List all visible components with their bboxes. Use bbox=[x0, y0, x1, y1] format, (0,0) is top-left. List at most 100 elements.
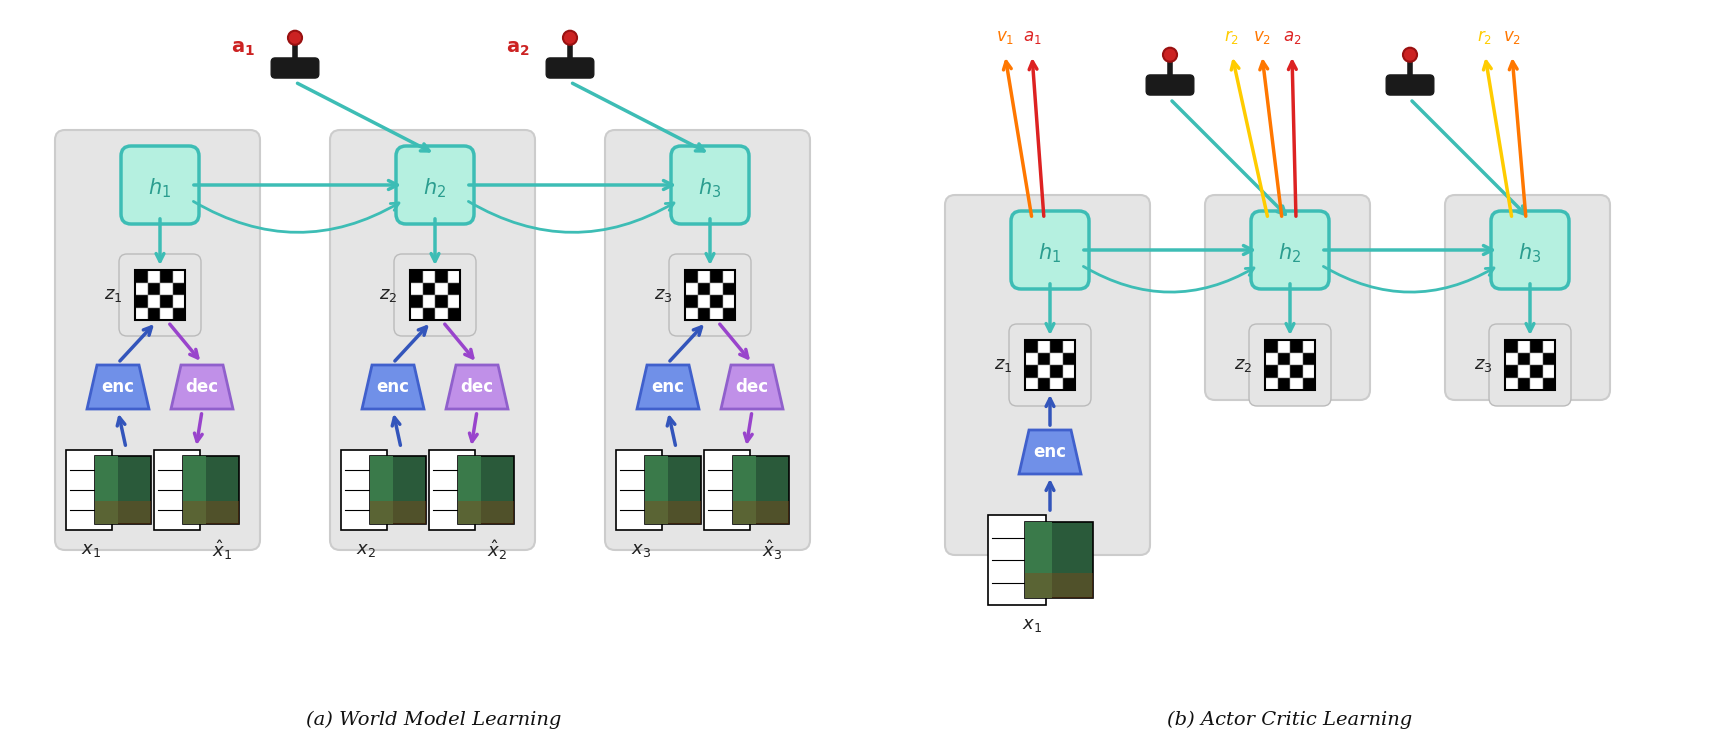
FancyBboxPatch shape bbox=[1146, 75, 1194, 95]
Bar bbox=[1024, 522, 1094, 599]
FancyBboxPatch shape bbox=[547, 58, 594, 78]
Bar bbox=[698, 307, 710, 320]
Polygon shape bbox=[446, 365, 509, 409]
Bar bbox=[733, 456, 790, 524]
Polygon shape bbox=[87, 365, 149, 409]
Bar bbox=[410, 270, 460, 320]
Bar bbox=[1050, 353, 1062, 365]
FancyBboxPatch shape bbox=[330, 130, 535, 550]
Bar bbox=[135, 295, 148, 307]
Bar bbox=[1050, 340, 1062, 353]
Text: $v_1$: $v_1$ bbox=[996, 28, 1014, 46]
Bar bbox=[1529, 340, 1543, 353]
Bar bbox=[172, 282, 186, 295]
Bar bbox=[686, 282, 698, 295]
Bar bbox=[1266, 378, 1278, 390]
Bar bbox=[184, 456, 240, 524]
Bar bbox=[458, 456, 481, 524]
Text: $z_2$: $z_2$ bbox=[1234, 356, 1252, 374]
Bar bbox=[1062, 353, 1075, 365]
Bar bbox=[1517, 365, 1529, 378]
Bar bbox=[1290, 353, 1302, 365]
Bar bbox=[410, 307, 422, 320]
Text: $\hat{x}_{1}$: $\hat{x}_{1}$ bbox=[212, 538, 233, 562]
Bar bbox=[370, 456, 392, 524]
Bar bbox=[1050, 365, 1062, 378]
Bar bbox=[1038, 340, 1050, 353]
Text: enc: enc bbox=[1033, 443, 1066, 461]
Text: $v_2$: $v_2$ bbox=[1253, 28, 1271, 46]
FancyBboxPatch shape bbox=[56, 130, 260, 550]
FancyBboxPatch shape bbox=[271, 58, 319, 78]
Text: $h_3$: $h_3$ bbox=[1519, 241, 1542, 265]
Polygon shape bbox=[637, 365, 700, 409]
FancyBboxPatch shape bbox=[606, 130, 811, 550]
Circle shape bbox=[1163, 48, 1177, 62]
Text: $\hat{x}_{2}$: $\hat{x}_{2}$ bbox=[488, 538, 507, 562]
Bar bbox=[160, 307, 172, 320]
Bar bbox=[172, 270, 186, 282]
Text: $z_1$: $z_1$ bbox=[993, 356, 1012, 374]
Polygon shape bbox=[1019, 430, 1082, 474]
Bar bbox=[458, 456, 514, 524]
Bar bbox=[436, 295, 448, 307]
Bar bbox=[422, 282, 436, 295]
Bar bbox=[1505, 340, 1555, 390]
Bar bbox=[160, 270, 172, 282]
Bar bbox=[1024, 522, 1052, 599]
Bar bbox=[710, 295, 722, 307]
Bar bbox=[1505, 378, 1517, 390]
Bar bbox=[1038, 378, 1050, 390]
Bar bbox=[184, 456, 205, 524]
Bar bbox=[410, 270, 422, 282]
FancyBboxPatch shape bbox=[944, 195, 1149, 555]
Text: $x_1$: $x_1$ bbox=[82, 541, 101, 559]
Bar bbox=[422, 270, 436, 282]
Bar bbox=[135, 270, 148, 282]
Bar bbox=[646, 501, 701, 524]
Bar bbox=[616, 450, 663, 530]
Text: $h_3$: $h_3$ bbox=[698, 176, 722, 200]
Text: $h_2$: $h_2$ bbox=[1278, 241, 1302, 265]
Bar bbox=[95, 456, 151, 524]
Text: $h_2$: $h_2$ bbox=[424, 176, 446, 200]
Bar bbox=[1302, 353, 1314, 365]
Bar bbox=[1266, 365, 1278, 378]
Bar bbox=[448, 295, 460, 307]
FancyBboxPatch shape bbox=[1491, 211, 1569, 289]
Bar bbox=[703, 450, 750, 530]
Text: dec: dec bbox=[736, 378, 769, 396]
FancyBboxPatch shape bbox=[1489, 324, 1571, 406]
Bar bbox=[722, 270, 734, 282]
Bar bbox=[686, 270, 734, 320]
Bar bbox=[448, 282, 460, 295]
Bar bbox=[448, 270, 460, 282]
Text: dec: dec bbox=[460, 378, 493, 396]
Text: $v_2$: $v_2$ bbox=[1503, 28, 1521, 46]
Bar bbox=[1505, 365, 1517, 378]
Bar bbox=[370, 501, 425, 524]
Bar bbox=[1050, 378, 1062, 390]
FancyBboxPatch shape bbox=[120, 254, 201, 336]
Polygon shape bbox=[720, 365, 783, 409]
Bar bbox=[1529, 353, 1543, 365]
Circle shape bbox=[1403, 48, 1417, 62]
Bar bbox=[1278, 353, 1290, 365]
Bar bbox=[95, 456, 118, 524]
Bar bbox=[733, 456, 755, 524]
Bar bbox=[1517, 340, 1529, 353]
Bar bbox=[1062, 378, 1075, 390]
FancyBboxPatch shape bbox=[1248, 324, 1332, 406]
Text: $r_2$: $r_2$ bbox=[1477, 28, 1493, 46]
Bar bbox=[410, 295, 422, 307]
Bar bbox=[422, 307, 436, 320]
FancyBboxPatch shape bbox=[394, 254, 476, 336]
Text: $z_2$: $z_2$ bbox=[378, 286, 398, 304]
Text: $x_3$: $x_3$ bbox=[630, 541, 651, 559]
Bar bbox=[1543, 378, 1555, 390]
Bar bbox=[1062, 340, 1075, 353]
Bar bbox=[722, 295, 734, 307]
Bar bbox=[172, 295, 186, 307]
FancyBboxPatch shape bbox=[1444, 195, 1609, 400]
Bar bbox=[1543, 353, 1555, 365]
